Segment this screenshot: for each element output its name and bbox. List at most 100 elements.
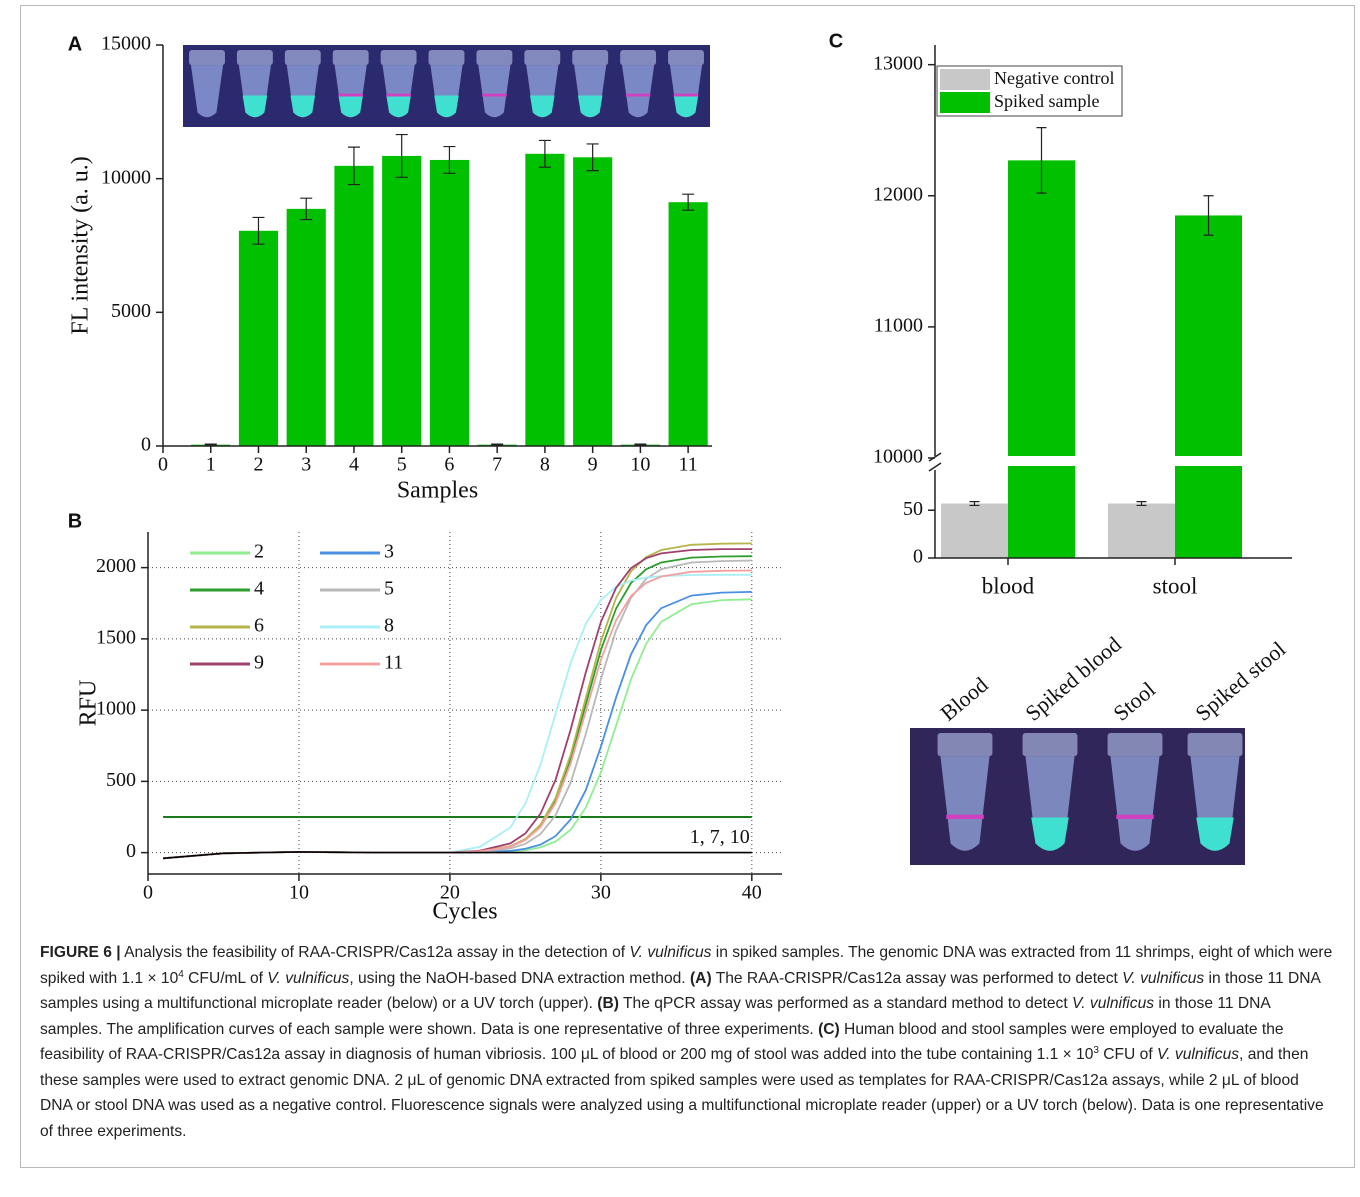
caption-text: CFU/mL of (183, 969, 268, 987)
photo-label: Blood (935, 672, 992, 726)
caption-text: CFU of (1098, 1046, 1157, 1063)
photo-tube-band (1116, 814, 1154, 819)
caption-sup: 4 (178, 968, 184, 980)
error-bar (204, 443, 217, 446)
caption-italic: V. vulnificus (1072, 995, 1155, 1012)
legend-label: Negative control (994, 68, 1114, 88)
line (163, 591, 752, 860)
y-tick-label: 0 (126, 840, 136, 862)
x-tick-label: 5 (397, 454, 407, 476)
legend-label: 5 (384, 578, 394, 600)
x-tick-label: 7 (492, 454, 502, 476)
photo-tube-band (625, 93, 651, 97)
x-tick-label: 8 (540, 454, 550, 476)
line (163, 555, 752, 860)
error-bar (1036, 127, 1047, 194)
photo-tube-band (338, 93, 363, 97)
x-tick-label: 9 (588, 454, 598, 476)
caption-text: in those 11 DNA samples. The amplificati… (40, 995, 1270, 1038)
photo-tube-glow (338, 95, 363, 118)
caption-sup: 3 (1093, 1044, 1099, 1056)
photo-tube-band (673, 93, 699, 97)
error-bar (682, 193, 695, 211)
x-tick-label: 6 (444, 454, 454, 476)
photo-label: Spiked blood (1020, 632, 1125, 726)
x-tick-label: 20 (440, 882, 460, 904)
error-bar (538, 139, 551, 168)
photo-tube-cap (189, 50, 225, 66)
y-tick-label: 13000 (873, 52, 923, 74)
panel-letter: C (829, 30, 843, 52)
error-bar (347, 146, 360, 186)
line (163, 542, 752, 860)
panel-letter: A (68, 33, 82, 55)
error-bar (1136, 501, 1147, 507)
photo-tube (1110, 756, 1160, 851)
x-tick-label: 0 (143, 882, 153, 904)
caption-text: The RAA-CRISPR/Cas12a assay was performe… (711, 969, 1123, 987)
error-bar (969, 501, 980, 507)
y-tick-label: 1500 (96, 626, 136, 648)
negative-label: 1, 7, 10 (690, 826, 750, 848)
photo-label: Stool (1108, 677, 1160, 726)
y-tick-label: 11000 (874, 314, 923, 336)
caption-text: Analysis the feasibility of RAA-CRISPR/C… (120, 944, 630, 961)
caption-text: Human blood and stool samples were emplo… (40, 1020, 1284, 1064)
x-tick-label: blood (982, 573, 1035, 598)
photo-tube-cap (937, 733, 993, 757)
caption-italic: V. vulnificus (1122, 969, 1205, 987)
photo-tube-cap (236, 50, 273, 66)
line (163, 573, 752, 860)
bar (1175, 215, 1242, 558)
bar (1108, 503, 1175, 558)
bar (668, 202, 708, 446)
error-bar (300, 197, 313, 221)
photo-tube-cap (332, 50, 369, 66)
photo-tube-glow (1196, 817, 1234, 851)
photo-tube-cap (524, 50, 561, 66)
x-tick-label: 11 (678, 454, 697, 476)
bar (525, 153, 565, 446)
caption-italic: V. vulnificus (267, 969, 350, 987)
caption-text: , using the NaOH-based DNA extraction me… (349, 969, 690, 987)
legend-swatch (940, 69, 990, 90)
legend-label: 3 (384, 541, 394, 563)
photo-tube-cap (1022, 733, 1078, 757)
photo-tube-cap (284, 50, 321, 66)
x-tick-label: 30 (591, 882, 611, 904)
error-bar (252, 216, 265, 245)
photo-tube-cap (380, 50, 417, 66)
x-axis-title: Cycles (432, 899, 497, 925)
caption-bold: (C) (818, 1020, 840, 1038)
y-tick-label: 0 (913, 546, 923, 568)
legend-label: 6 (254, 615, 264, 637)
x-tick-label: 40 (742, 882, 762, 904)
photo-tube (622, 65, 655, 118)
x-tick-label: stool (1153, 573, 1198, 598)
axis-break (928, 452, 942, 472)
negative-line (163, 851, 752, 860)
bar (941, 503, 1008, 558)
legend-label: Spiked sample (994, 91, 1100, 111)
error-bar (586, 143, 599, 172)
legend-label: 9 (254, 652, 264, 674)
y-tick-label: 5000 (111, 300, 151, 322)
line (163, 598, 752, 860)
error-bar (443, 145, 456, 174)
bar (573, 157, 613, 446)
photo-tube-band (946, 814, 984, 819)
caption-text: in those 11 DNA samples using a multifun… (40, 969, 1321, 1013)
photo-tube (478, 65, 511, 118)
y-axis-title: RFU (76, 680, 102, 727)
legend-swatch (940, 92, 990, 113)
photo-tube-cap (428, 50, 465, 66)
photo-tube-cap (620, 50, 657, 66)
photo-tube-cap (572, 50, 609, 66)
photo-tube-band (386, 93, 411, 97)
photo-tube-band (482, 93, 507, 97)
error-bar (491, 443, 504, 446)
photo-tube-glow (386, 95, 411, 118)
photo-tube-cap (1107, 733, 1163, 757)
photo-tube-glow (242, 95, 268, 118)
